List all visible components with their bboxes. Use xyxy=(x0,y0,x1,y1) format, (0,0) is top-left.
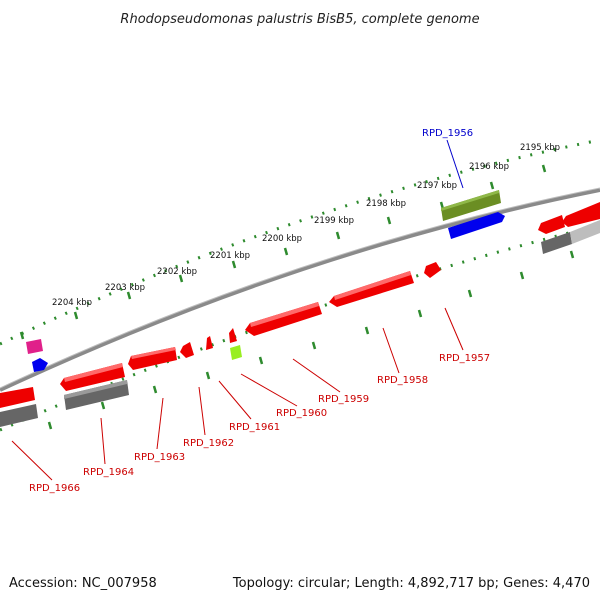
inner-major-ticks xyxy=(47,250,575,430)
gene-rpd-1960[interactable] xyxy=(229,328,237,343)
genome-summary-text: Topology: circular; Length: 4,892,717 bp… xyxy=(232,576,590,591)
kbp-label-2204: 2204 kbp xyxy=(52,298,92,308)
label-rpd-1961[interactable]: RPD_1961 xyxy=(229,422,280,433)
gene-right-gray-a[interactable] xyxy=(541,232,572,254)
gene-rpd-1963[interactable] xyxy=(128,347,177,370)
gene-olive-feature[interactable] xyxy=(441,190,501,221)
kbp-label-2196: 2196 kbp xyxy=(469,162,509,172)
kbp-label-2198: 2198 kbp xyxy=(366,199,406,209)
gene-right-red-b[interactable] xyxy=(562,202,600,227)
genome-backbone xyxy=(0,188,600,392)
label-rpd-1960[interactable]: RPD_1960 xyxy=(276,408,327,419)
map-title: Rhodopseudomonas palustris BisB5, comple… xyxy=(120,12,479,27)
label-rpd-1963[interactable]: RPD_1963 xyxy=(134,452,185,463)
gene-blue-small[interactable] xyxy=(32,358,48,372)
gene-pink-small[interactable] xyxy=(26,339,43,354)
outer-major-ticks xyxy=(19,164,547,340)
label-rpd-1966[interactable]: RPD_1966 xyxy=(29,483,80,494)
kbp-label-2202: 2202 kbp xyxy=(157,267,197,277)
kbp-label-2197: 2197 kbp xyxy=(417,181,457,191)
label-rpd-1958[interactable]: RPD_1958 xyxy=(377,375,428,386)
kbp-label-2201: 2201 kbp xyxy=(210,251,250,261)
label-leaders xyxy=(11,307,464,481)
gene-rpd-1956-blue[interactable] xyxy=(448,212,505,239)
kbp-label-2195: 2195 kbp xyxy=(520,143,560,153)
label-rpd-1957[interactable]: RPD_1957 xyxy=(439,353,490,364)
kbp-label-2200: 2200 kbp xyxy=(262,234,302,244)
gene-rpd-1964-gray[interactable] xyxy=(64,380,129,410)
kbp-label-2199: 2199 kbp xyxy=(314,216,354,226)
gene-rpd-1957[interactable] xyxy=(424,262,441,278)
label-leader-rpd-1956 xyxy=(446,139,464,189)
gene-right-gray-b[interactable] xyxy=(570,220,600,244)
gene-rpd-1961[interactable] xyxy=(206,336,213,350)
label-rpd-1962[interactable]: RPD_1962 xyxy=(183,438,234,449)
outer-scale-track xyxy=(0,138,600,346)
kbp-label-2203: 2203 kbp xyxy=(105,283,145,293)
gene-right-red-a[interactable] xyxy=(538,215,565,234)
gene-rpd-1966-gray[interactable] xyxy=(0,404,38,427)
label-rpd-1956[interactable]: RPD_1956 xyxy=(422,128,473,139)
gene-rpd-1962[interactable] xyxy=(180,342,194,358)
label-rpd-1964[interactable]: RPD_1964 xyxy=(83,467,134,478)
gene-rpd-1966[interactable] xyxy=(0,387,35,408)
gene-rpd-1960-lime[interactable] xyxy=(230,345,242,360)
accession-text: Accession: NC_007958 xyxy=(9,576,157,591)
label-rpd-1959[interactable]: RPD_1959 xyxy=(318,394,369,405)
